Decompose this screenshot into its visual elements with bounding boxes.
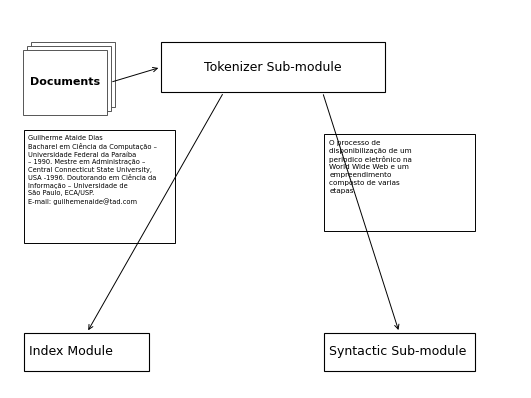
Text: Documents: Documents [30, 78, 100, 88]
FancyBboxPatch shape [324, 333, 475, 371]
Text: Index Module: Index Module [30, 345, 113, 358]
Text: O processo de
disponibilização de um
periodico eletrônico na
World Wide Web e um: O processo de disponibilização de um per… [329, 140, 412, 194]
FancyBboxPatch shape [24, 130, 175, 243]
FancyBboxPatch shape [324, 134, 475, 232]
Text: Guilherme Ataide Dias
Bacharel em Ciência da Computação –
Universidade Federal d: Guilherme Ataide Dias Bacharel em Ciênci… [29, 135, 158, 205]
Text: Syntactic Sub-module: Syntactic Sub-module [329, 345, 467, 358]
FancyBboxPatch shape [24, 333, 149, 371]
FancyBboxPatch shape [23, 50, 107, 115]
FancyBboxPatch shape [161, 42, 386, 92]
Text: Tokenizer Sub-module: Tokenizer Sub-module [204, 60, 342, 74]
FancyBboxPatch shape [27, 46, 111, 111]
FancyBboxPatch shape [30, 41, 115, 107]
